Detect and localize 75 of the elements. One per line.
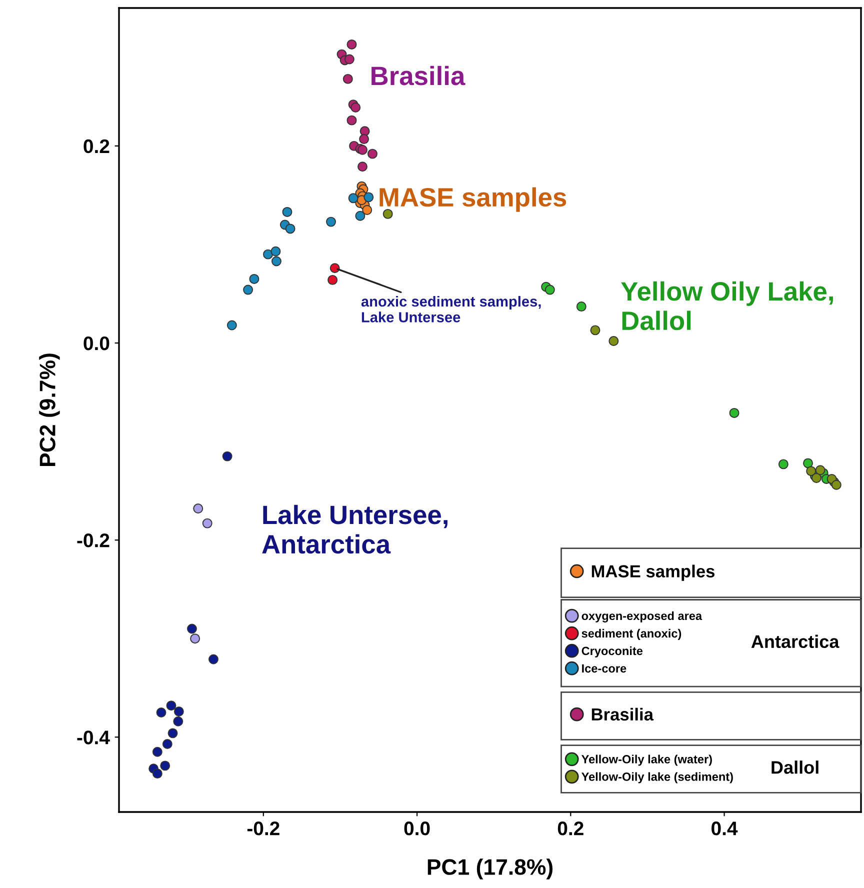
point bbox=[359, 134, 370, 144]
legend-label: Yellow-Oily lake (sediment) bbox=[582, 772, 733, 784]
point bbox=[358, 162, 368, 172]
legend-label: sediment (anoxic) bbox=[582, 628, 682, 640]
point bbox=[152, 768, 162, 779]
point bbox=[348, 193, 358, 204]
point bbox=[344, 54, 354, 64]
point bbox=[270, 246, 281, 256]
point bbox=[226, 320, 237, 330]
annotation: Yellow Oily Lake, Dallol bbox=[621, 281, 833, 330]
x-tick-label: -0.2 bbox=[247, 822, 280, 836]
point bbox=[576, 302, 586, 312]
x-tick-label: 0.4 bbox=[712, 822, 738, 836]
point bbox=[544, 284, 555, 295]
y-tick-label: 0.0 bbox=[84, 336, 110, 350]
point bbox=[330, 263, 340, 274]
x-tick-label: 0.0 bbox=[404, 822, 430, 836]
point bbox=[729, 408, 740, 418]
x-axis-title: PC1 (17.8%) bbox=[428, 858, 553, 880]
legend-label: Yellow-Oily lake (water) bbox=[582, 754, 712, 766]
legend-label: Ice-core bbox=[582, 664, 626, 673]
y-axis-title: PC2 (9.7%) bbox=[39, 354, 60, 466]
point bbox=[168, 728, 178, 738]
point bbox=[326, 216, 336, 227]
point bbox=[608, 336, 619, 346]
point bbox=[190, 634, 200, 644]
legend-label: Brasilia bbox=[592, 708, 654, 721]
point bbox=[350, 102, 361, 112]
point bbox=[346, 39, 357, 50]
point bbox=[367, 148, 378, 159]
y-tick-label: 0.2 bbox=[84, 139, 110, 154]
point bbox=[271, 256, 282, 266]
legend-label: MASE samples bbox=[592, 564, 715, 581]
point bbox=[282, 206, 292, 217]
annotation: Antarctica bbox=[751, 634, 840, 648]
point bbox=[355, 210, 366, 221]
point bbox=[162, 739, 172, 749]
annotation: Lake Untersee, Antarctica bbox=[262, 504, 448, 554]
point bbox=[173, 716, 184, 726]
point bbox=[590, 325, 600, 336]
annotation: Brasilia bbox=[372, 66, 466, 86]
point bbox=[346, 115, 357, 126]
legend-label: oxygen-exposed area bbox=[582, 611, 702, 622]
point bbox=[382, 208, 393, 219]
point bbox=[243, 284, 254, 295]
annotation: MASE samples bbox=[380, 187, 566, 212]
point bbox=[208, 654, 218, 664]
annotation: Dallol bbox=[772, 760, 818, 774]
point bbox=[166, 700, 176, 711]
point bbox=[263, 249, 273, 260]
point bbox=[831, 480, 842, 490]
point bbox=[362, 205, 372, 215]
point bbox=[778, 459, 788, 470]
point bbox=[202, 518, 212, 528]
point bbox=[342, 74, 353, 84]
x-tick-label: 0.2 bbox=[558, 822, 584, 836]
point bbox=[160, 760, 170, 771]
point bbox=[803, 458, 813, 468]
point bbox=[806, 466, 816, 476]
point bbox=[364, 192, 374, 202]
point bbox=[222, 451, 232, 462]
annotation: anoxic sediment samples, Lake Untersee bbox=[361, 296, 541, 322]
y-tick-label: -0.4 bbox=[77, 730, 110, 744]
point bbox=[152, 746, 162, 757]
legend-label: Cryoconite bbox=[582, 646, 643, 658]
point bbox=[328, 274, 338, 285]
point bbox=[186, 624, 197, 634]
point bbox=[156, 708, 166, 718]
y-tick-label: -0.2 bbox=[77, 534, 110, 548]
point bbox=[815, 465, 826, 476]
point bbox=[193, 504, 204, 514]
point bbox=[249, 274, 260, 284]
point bbox=[358, 144, 368, 155]
point bbox=[285, 224, 296, 234]
point bbox=[174, 706, 184, 716]
